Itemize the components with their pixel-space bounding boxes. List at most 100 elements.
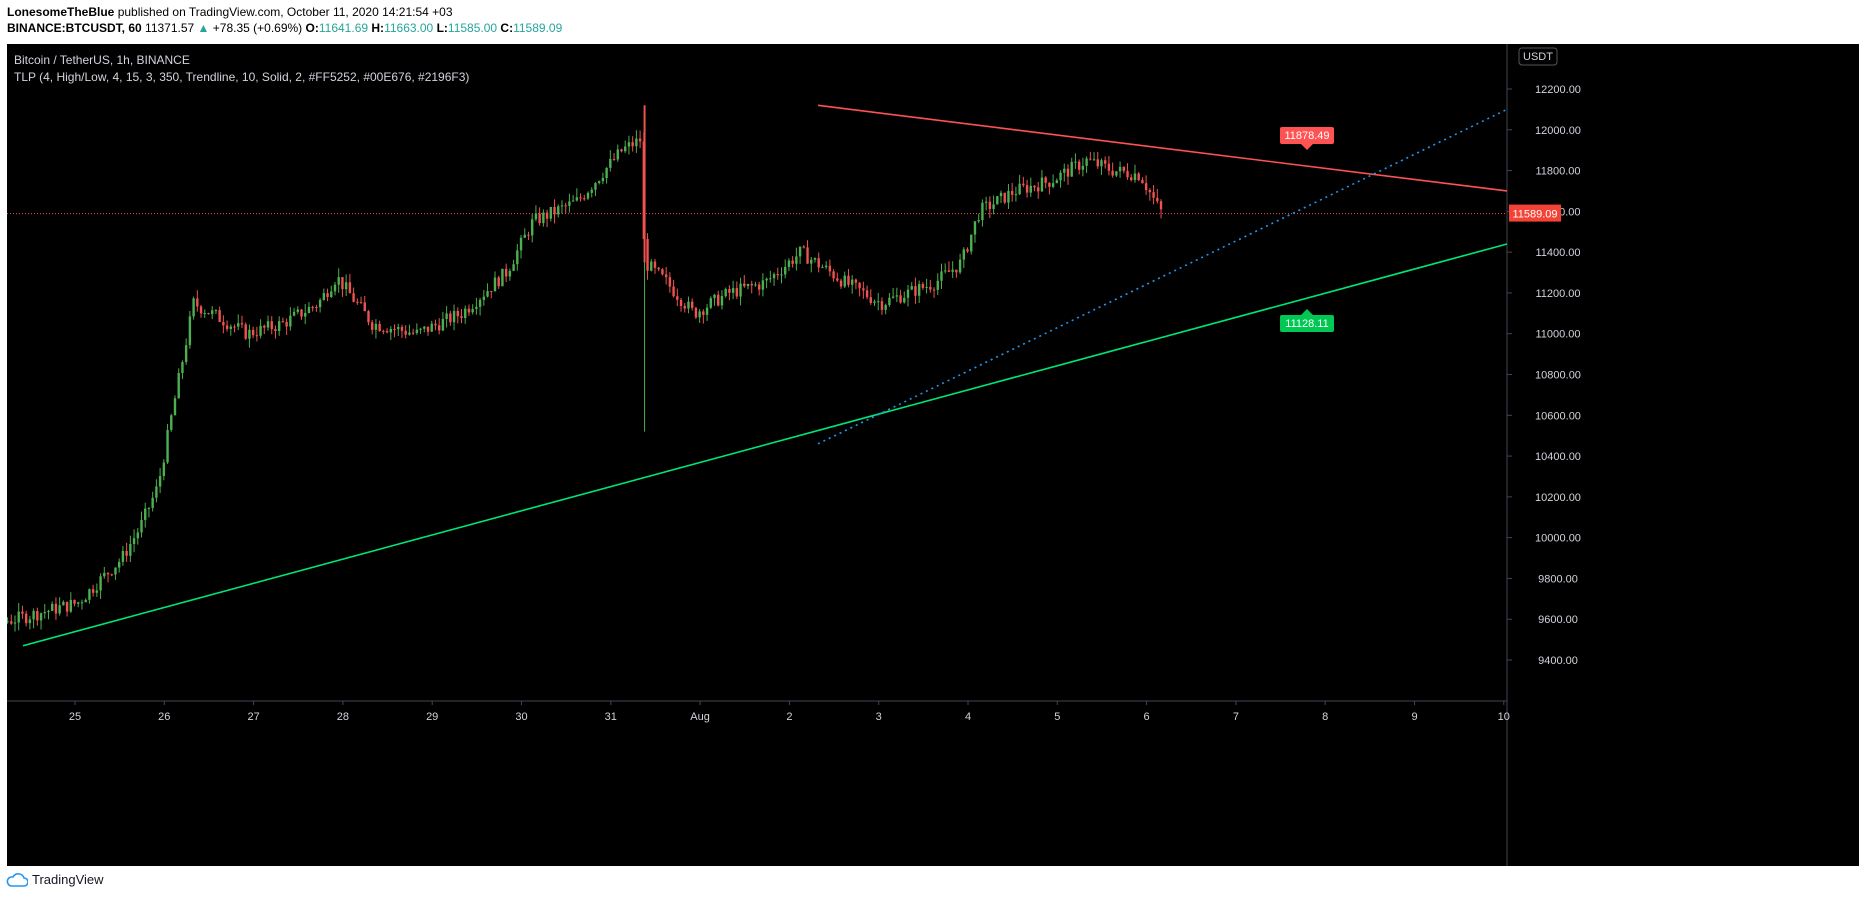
candle-body — [240, 323, 244, 325]
tradingview-footer[interactable]: TradingView — [6, 872, 104, 887]
candle-body — [51, 603, 54, 611]
candle-body — [560, 205, 564, 207]
candle-body — [679, 299, 683, 306]
candle-body — [1122, 166, 1126, 171]
candle-body — [676, 296, 679, 300]
symbol-label: BINANCE:BTCUSDT, 60 — [7, 21, 142, 35]
candle-body — [713, 294, 716, 299]
candle-body — [21, 611, 24, 614]
x-tick-label: 27 — [247, 711, 259, 723]
candle-body — [277, 321, 281, 332]
x-tick-label: 25 — [69, 711, 81, 723]
candle-body — [627, 142, 631, 147]
candle-body — [847, 275, 850, 285]
candle-body — [612, 158, 616, 160]
candle-body — [173, 398, 177, 416]
candle-body — [84, 599, 87, 603]
candle-body — [155, 486, 158, 498]
close-label: C: — [500, 21, 514, 35]
price-chart[interactable]: 12200.0012000.0011800.0011600.0011400.00… — [7, 44, 1859, 866]
support-label: 11128.11 — [1285, 318, 1328, 330]
candle-body — [1059, 172, 1062, 181]
candle-body — [158, 475, 162, 487]
candle-body — [1133, 173, 1137, 181]
candle-body — [170, 415, 173, 430]
resistance-label-pointer — [1301, 144, 1313, 150]
x-tick-label: Aug — [690, 711, 710, 723]
x-tick-label: 7 — [1233, 711, 1239, 723]
candle-body — [214, 310, 218, 312]
candle-body — [586, 192, 590, 199]
candle-body — [646, 239, 649, 271]
candle-body — [958, 259, 962, 273]
candle-body — [359, 302, 363, 304]
x-tick-label: 9 — [1411, 711, 1417, 723]
candle-body — [850, 279, 854, 285]
candle-body — [110, 574, 113, 576]
candle-body — [452, 310, 456, 323]
candle-body — [769, 278, 772, 280]
high-value: 11663.00 — [384, 21, 434, 35]
candle-body — [996, 196, 999, 205]
x-tick-label: 31 — [605, 711, 617, 723]
candle-body — [289, 315, 292, 327]
candle-body — [352, 293, 355, 302]
candle-body — [1137, 173, 1140, 181]
candle-body — [434, 323, 437, 326]
indicator-legend[interactable]: TLP (4, High/Low, 4, 15, 3, 350, Trendli… — [14, 70, 470, 84]
candle-body — [39, 613, 43, 621]
candle-body — [784, 266, 787, 275]
candle-body — [1029, 185, 1032, 193]
candle-body — [925, 286, 928, 288]
x-tick-label: 6 — [1144, 711, 1150, 723]
candle-body — [739, 283, 742, 297]
candle-body — [188, 316, 192, 346]
candle-body — [690, 301, 694, 308]
candle-body — [341, 277, 344, 290]
candle-body — [564, 205, 567, 207]
y-tick-label: 10400.00 — [1535, 451, 1581, 463]
close-value: 11589.09 — [513, 21, 563, 35]
candle-body — [69, 599, 73, 612]
candle-body — [229, 326, 233, 329]
candle-body — [318, 299, 322, 308]
y-tick-label: 11800.00 — [1535, 166, 1580, 178]
candle-body — [73, 599, 76, 604]
candle-body — [259, 325, 262, 336]
candle-body — [1089, 158, 1092, 160]
symbol-line: BINANCE:BTCUSDT, 60 11371.57 ▲ +78.35 (+… — [7, 21, 562, 35]
candle-body — [1126, 170, 1129, 178]
candle-body — [125, 550, 128, 556]
candle-body — [583, 198, 586, 200]
candle-body — [1144, 183, 1148, 190]
candle-body — [880, 301, 884, 310]
candle-body — [344, 282, 348, 290]
candle-body — [743, 283, 746, 287]
candle-body — [333, 284, 337, 292]
x-tick-label: 10 — [1498, 711, 1510, 723]
candle-body — [77, 602, 80, 604]
candle-body — [1033, 185, 1036, 188]
candle-body — [549, 206, 552, 219]
author-name[interactable]: LonesomeTheBlue — [7, 5, 115, 19]
candle-body — [798, 246, 802, 257]
last-price: 11371.57 — [145, 21, 195, 35]
candle-body — [1074, 161, 1077, 163]
y-tick-label: 12000.00 — [1535, 125, 1581, 137]
y-tick-label: 11000.00 — [1535, 329, 1580, 341]
candle-body — [471, 308, 474, 313]
candle-body — [300, 309, 303, 317]
candle-body — [694, 307, 698, 318]
candle-body — [884, 304, 887, 310]
candle-body — [445, 313, 448, 319]
candle-body — [888, 297, 891, 305]
candle-body — [203, 313, 206, 315]
support-label-box — [1280, 315, 1334, 332]
candle-body — [635, 138, 638, 147]
candle-body — [88, 589, 91, 600]
candle-body — [296, 309, 299, 312]
candle-body — [865, 290, 869, 298]
candle-body — [129, 544, 132, 556]
candle-body — [311, 307, 314, 309]
chart-panel[interactable]: 12200.0012000.0011800.0011600.0011400.00… — [7, 44, 1859, 866]
